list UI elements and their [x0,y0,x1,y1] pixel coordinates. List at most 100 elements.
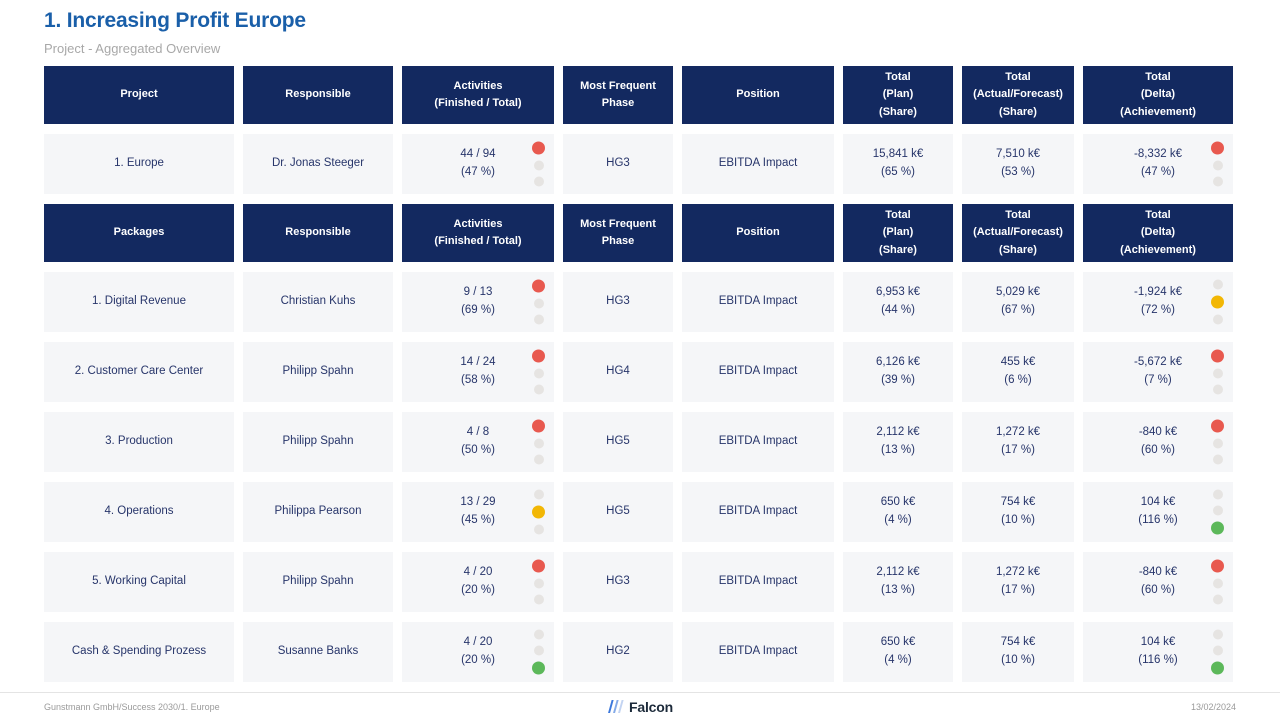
traffic-light-red [1211,559,1224,573]
project-name-cell[interactable]: 1. Europe [44,134,234,194]
delta-traffic-light [1211,559,1224,605]
package-name-cell[interactable]: 5. Working Capital [44,552,234,612]
project-total-actual-cell: 7,510 k€ (53 %) [962,134,1074,194]
project-phase-cell: HG3 [563,134,673,194]
package-total-plan-cell: 6,126 k€ (39 %) [843,342,953,402]
package-responsible-cell: Philippa Pearson [243,482,393,542]
activities-traffic-light [532,629,545,675]
traffic-light-yellow [533,160,544,171]
project-header-col-5: Total (Plan) (Share) [843,66,953,124]
traffic-light-red [1211,349,1224,363]
traffic-light-green [1211,521,1224,535]
traffic-light-yellow [1212,645,1223,656]
package-name-cell[interactable]: 4. Operations [44,482,234,542]
package-total-actual-cell: 754 k€ (10 %) [962,622,1074,682]
package-phase-cell: HG3 [563,552,673,612]
package-name-cell[interactable]: 2. Customer Care Center [44,342,234,402]
package-responsible-cell: Philipp Spahn [243,342,393,402]
package-activities-cell: 13 / 29 (45 %) [402,482,554,542]
project-header-col-6: Total (Actual/Forecast) (Share) [962,66,1074,124]
traffic-light-red [1212,279,1223,290]
project-header-col-1: Responsible [243,66,393,124]
traffic-light-yellow [533,578,544,589]
package-total-delta-cell: -840 k€ (60 %) [1083,552,1233,612]
packages-header-col-0: Packages [44,204,234,262]
project-activities-cell: 44 / 94 (47 %) [402,134,554,194]
activities-traffic-light [532,279,545,325]
package-responsible-cell: Philipp Spahn [243,412,393,472]
package-name-cell[interactable]: 1. Digital Revenue [44,272,234,332]
traffic-light-red [532,141,545,155]
traffic-light-yellow [1212,438,1223,449]
activities-traffic-light [532,419,545,465]
package-total-delta-cell: -1,924 k€ (72 %) [1083,272,1233,332]
project-header-col-0: Project [44,66,234,124]
activities-traffic-light [532,349,545,395]
package-activities-cell: 4 / 8 (50 %) [402,412,554,472]
traffic-light-yellow [533,298,544,309]
page-header: 1. Increasing Profit Europe Project - Ag… [44,9,306,56]
package-position-cell: EBITDA Impact [682,272,834,332]
activities-traffic-light [532,559,545,605]
project-responsible-cell: Dr. Jonas Steeger [243,134,393,194]
project-total-delta-cell: -8,332 k€ (47 %) [1083,134,1233,194]
traffic-light-yellow [533,368,544,379]
project-header-col-7: Total (Delta) (Achievement) [1083,66,1233,124]
packages-header-col-7: Total (Delta) (Achievement) [1083,204,1233,262]
package-total-actual-cell: 1,272 k€ (17 %) [962,552,1074,612]
traffic-light-red [1211,141,1224,155]
traffic-light-green [533,524,544,535]
delta-traffic-light [1211,419,1224,465]
package-name-cell[interactable]: 3. Production [44,412,234,472]
aggregated-overview-table: Project Responsible Activities (Finished / … [44,66,1233,682]
traffic-light-red [1212,489,1223,500]
package-responsible-cell: Susanne Banks [243,622,393,682]
page-title: 1. Increasing Profit Europe [44,9,306,32]
project-header-col-4: Position [682,66,834,124]
traffic-light-red [532,279,545,293]
package-total-actual-cell: 754 k€ (10 %) [962,482,1074,542]
package-total-plan-cell: 650 k€ (4 %) [843,622,953,682]
package-phase-cell: HG5 [563,412,673,472]
package-total-delta-cell: -840 k€ (60 %) [1083,412,1233,472]
traffic-light-green [533,314,544,325]
activities-traffic-light [532,141,545,187]
traffic-light-red [532,349,545,363]
package-total-delta-cell: -5,672 k€ (7 %) [1083,342,1233,402]
package-position-cell: EBITDA Impact [682,342,834,402]
traffic-light-green [1211,661,1224,675]
footer-breadcrumb: Gunstmann GmbH/Success 2030/1. Europe [44,702,220,712]
traffic-light-green [1212,176,1223,187]
package-total-plan-cell: 2,112 k€ (13 %) [843,552,953,612]
traffic-light-green [1212,314,1223,325]
traffic-light-green [533,176,544,187]
traffic-light-red [1211,419,1224,433]
project-position-cell: EBITDA Impact [682,134,834,194]
project-header-col-3: Most Frequent Phase [563,66,673,124]
package-responsible-cell: Philipp Spahn [243,552,393,612]
package-total-plan-cell: 2,112 k€ (13 %) [843,412,953,472]
traffic-light-red [533,629,544,640]
package-position-cell: EBITDA Impact [682,412,834,472]
package-responsible-cell: Christian Kuhs [243,272,393,332]
package-total-actual-cell: 5,029 k€ (67 %) [962,272,1074,332]
package-activities-cell: 4 / 20 (20 %) [402,622,554,682]
package-phase-cell: HG4 [563,342,673,402]
package-name-cell[interactable]: Cash & Spending Prozess [44,622,234,682]
package-position-cell: EBITDA Impact [682,482,834,542]
traffic-light-green [533,454,544,465]
traffic-light-green [533,594,544,605]
package-position-cell: EBITDA Impact [682,622,834,682]
traffic-light-yellow [533,645,544,656]
traffic-light-red [1212,629,1223,640]
package-phase-cell: HG5 [563,482,673,542]
footer: Gunstmann GmbH/Success 2030/1. Europe Fa… [0,692,1280,720]
falcon-logo-text: Falcon [629,698,673,715]
delta-traffic-light [1211,629,1224,675]
traffic-light-green [532,661,545,675]
packages-header-col-2: Activities (Finished / Total) [402,204,554,262]
traffic-light-green [1212,384,1223,395]
packages-header-col-6: Total (Actual/Forecast) (Share) [962,204,1074,262]
traffic-light-green [1212,454,1223,465]
